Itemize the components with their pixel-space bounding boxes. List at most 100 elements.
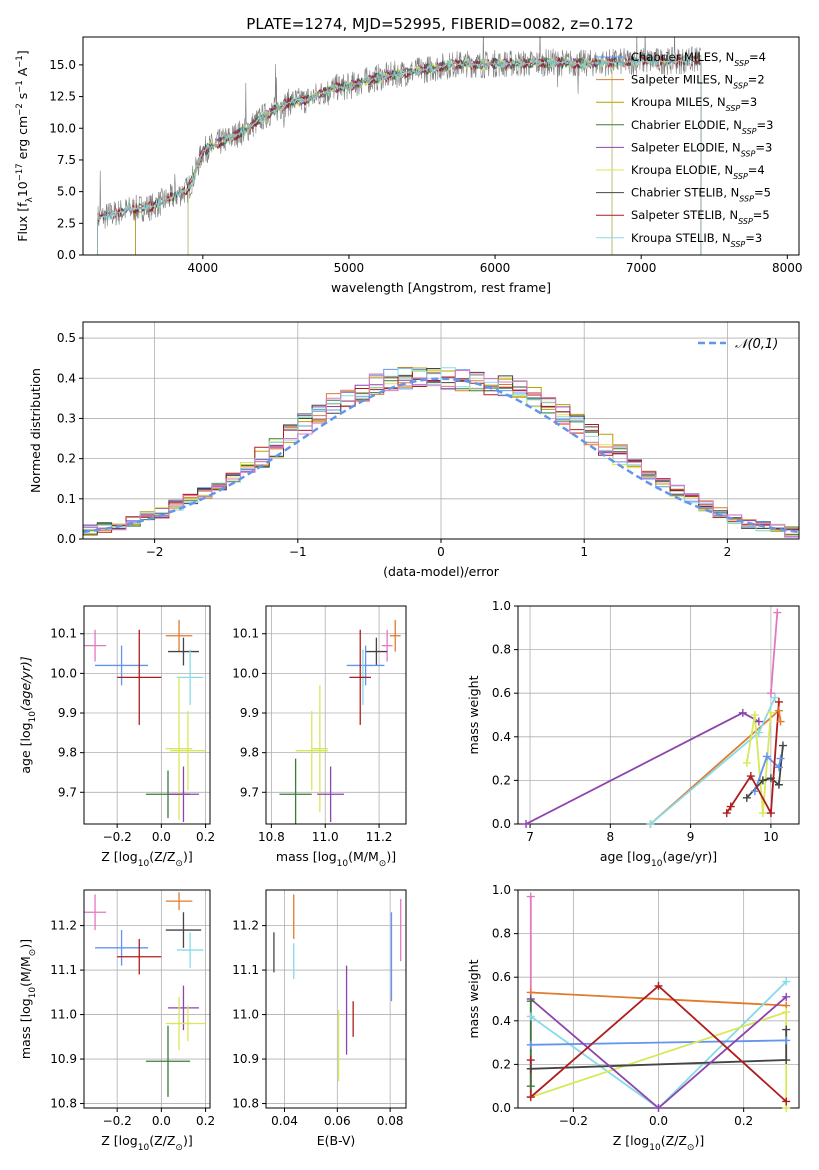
- label-part: =3: [745, 231, 762, 245]
- weight-marker: [758, 776, 767, 785]
- spectrum-data: [97, 37, 702, 233]
- weight-line-3: [745, 712, 772, 814]
- plot-area: [97, 37, 702, 255]
- y-tick-label: 10.9: [50, 1052, 77, 1066]
- x-tick-label: 4000: [188, 261, 219, 275]
- x-tick-label: 2: [724, 545, 732, 559]
- label-part: )]: [18, 939, 33, 949]
- y-tick-label: 0.2: [57, 452, 76, 466]
- x-tick-label: 0.06: [324, 1114, 351, 1128]
- y-tick-label: 10.8: [50, 1097, 77, 1111]
- label-part: N: [731, 186, 740, 200]
- y-tick-label: 15.0: [49, 58, 76, 72]
- weight-marker: [774, 697, 783, 706]
- y-tick-label: 9.7: [58, 785, 77, 799]
- x-axis-label: E(B-V): [317, 1133, 356, 1148]
- x-tick-label: 7: [526, 830, 534, 844]
- y-tick-label: 0.0: [57, 248, 76, 262]
- x-tick-label: 10.8: [258, 830, 285, 844]
- y-tick-label: 5.0: [57, 185, 76, 199]
- label-part: −1: [15, 80, 25, 93]
- label-part: Z [log: [101, 849, 137, 864]
- x-tick-label: 0: [437, 545, 445, 559]
- weight-line-1: [530, 991, 787, 1007]
- x-tick-label: −0.2: [103, 830, 132, 844]
- axes-frame: [83, 889, 211, 1109]
- weight-marker: [782, 1036, 791, 1045]
- label-part: ]: [15, 50, 30, 55]
- x-tick-label: 9: [687, 830, 695, 844]
- weight-marker: [746, 772, 755, 781]
- axes-frame: [265, 605, 407, 825]
- plot-area: [84, 892, 206, 1097]
- legend-entry: Kroupa MILES, NSSP=3: [631, 95, 757, 113]
- y-axis-label: mass [log10(M/M⊙)]: [18, 939, 38, 1059]
- label-part: N: [726, 50, 735, 64]
- label-part: E(B-V): [317, 1133, 356, 1148]
- y-tick-label: 0.8: [492, 643, 511, 657]
- y-tick-label: 0.4: [492, 1014, 511, 1028]
- weight-line-7: [770, 612, 779, 694]
- label-part: =3: [757, 118, 774, 132]
- weight-marker: [754, 728, 763, 737]
- label-part: Chabrier STELIB,: [631, 186, 731, 200]
- label-part: −1: [15, 55, 25, 68]
- label-part: age [log: [600, 849, 651, 864]
- y-axis-label: Normed distribution: [28, 368, 43, 493]
- y-tick-label: 9.9: [240, 706, 259, 720]
- y-tick-label: 0.0: [492, 817, 511, 831]
- weight-marker: [738, 708, 747, 717]
- label-part: (Z/Z: [149, 849, 175, 864]
- label-part: (Z/Z: [661, 1133, 687, 1148]
- x-axis-label: age [log10(age/yr)]: [600, 849, 717, 869]
- label-part: N: [732, 140, 741, 154]
- weight-marker: [526, 1082, 535, 1091]
- label-part: N: [717, 95, 726, 109]
- x-tick-label: −0.2: [103, 1114, 132, 1128]
- weight-marker: [782, 977, 791, 986]
- label-part: Kroupa MILES,: [631, 95, 717, 109]
- x-tick-label: 0.0: [152, 1114, 171, 1128]
- y-tick-label: 10.0: [50, 666, 77, 680]
- panel-6: 0.04 0.06 0.08 10.8 10.9 11.0 11.1 11.2 E(B-V): [232, 889, 407, 1148]
- y-tick-label: 2.5: [57, 216, 76, 230]
- panel-0: 4000 5000 6000 7000 8000 0.0 2.5 5.0 7.5 10.0 12.5…: [15, 36, 803, 295]
- label-part: N: [724, 163, 733, 177]
- label-part: Chabrier MILES,: [631, 50, 726, 64]
- x-tick-label: 11.2: [366, 830, 393, 844]
- weight-marker: [782, 992, 791, 1001]
- weight-marker: [742, 758, 751, 767]
- spectrum-model-2: [135, 54, 702, 255]
- y-tick-label: 12.5: [49, 90, 76, 104]
- x-tick-label: 8000: [772, 261, 803, 275]
- spectrum-model-3: [187, 56, 613, 255]
- plot-area: [84, 619, 206, 823]
- x-tick-label: 0.2: [196, 830, 215, 844]
- y-tick-label: 0.1: [57, 492, 76, 506]
- label-part: ⊙: [175, 859, 183, 869]
- label-part: (Z/Z: [149, 1133, 175, 1148]
- panels: 4000 5000 6000 7000 80000.02.55.07.510.012.5…: [15, 36, 803, 1153]
- x-tick-label: 8: [607, 830, 615, 844]
- x-tick-label: 6000: [480, 261, 511, 275]
- weight-marker: [742, 793, 751, 802]
- y-tick-label: 0.4: [57, 371, 76, 385]
- plot-area: [525, 612, 784, 824]
- weight-marker: [758, 809, 767, 818]
- legend-entry: Salpeter ELODIE, NSSP=3: [631, 140, 772, 158]
- panel-3: 10.8 11.0 11.2 9.7 9.8 9.9 10.0 10.1 mass [log10…: [232, 605, 407, 869]
- y-tick-label: 0.0: [57, 532, 76, 546]
- x-tick-label: 0.2: [196, 1114, 215, 1128]
- legend-entry: Kroupa STELIB, NSSP=3: [631, 231, 762, 249]
- label-part: N: [722, 231, 731, 245]
- y-tick-label: 9.9: [58, 706, 77, 720]
- weight-marker: [526, 1012, 535, 1021]
- spectrum-model-5: [187, 57, 613, 255]
- label-part: Flux [f: [15, 202, 30, 242]
- label-part: SSP: [741, 149, 756, 158]
- legend-entry: Chabrier STELIB, NSSP=5: [631, 186, 771, 204]
- y-tick-label: 11.1: [50, 963, 77, 977]
- y-tick-label: 9.8: [240, 746, 259, 760]
